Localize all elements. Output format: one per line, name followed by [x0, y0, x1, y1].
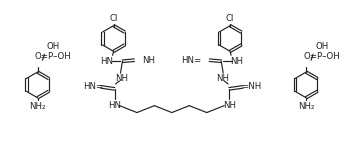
Text: NH: NH	[223, 101, 236, 110]
Text: NH: NH	[216, 74, 229, 83]
Text: HN=: HN=	[181, 56, 201, 65]
Text: NH₂: NH₂	[298, 102, 314, 111]
Text: OH: OH	[46, 42, 60, 51]
Text: HN: HN	[108, 101, 121, 110]
Text: O=P–OH: O=P–OH	[34, 52, 71, 61]
Text: Cl: Cl	[109, 14, 118, 23]
Text: NH: NH	[142, 56, 155, 65]
Text: NH: NH	[115, 74, 128, 83]
Text: NH₂: NH₂	[29, 102, 46, 111]
Text: O=P–OH: O=P–OH	[303, 52, 340, 61]
Text: HN: HN	[100, 57, 113, 66]
Text: Cl: Cl	[226, 14, 234, 23]
Text: NH: NH	[230, 57, 244, 66]
Text: HN=: HN=	[83, 82, 103, 91]
Text: =NH: =NH	[241, 82, 261, 91]
Text: OH: OH	[315, 42, 328, 51]
